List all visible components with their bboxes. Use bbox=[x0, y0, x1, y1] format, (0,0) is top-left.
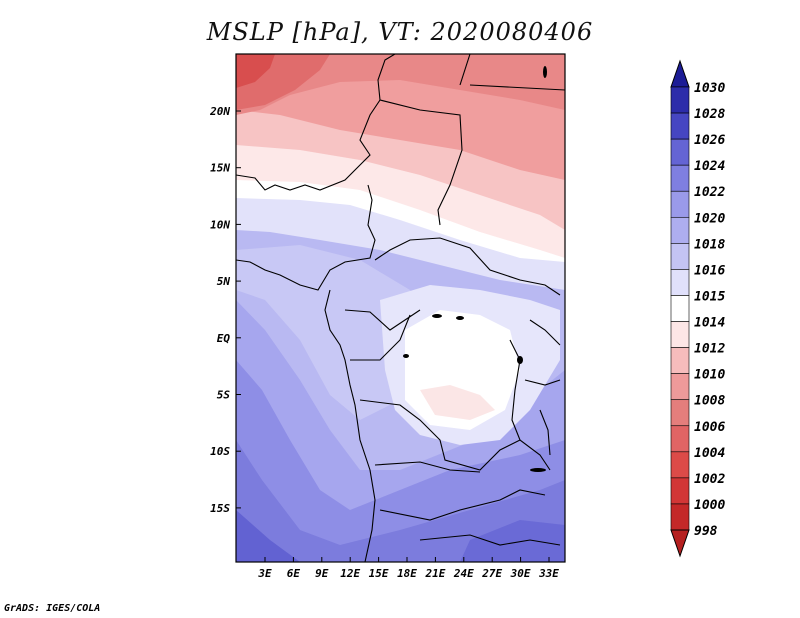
colorbar-level-label: 1024 bbox=[694, 159, 725, 174]
colorbar-swatch bbox=[670, 477, 690, 505]
lat-tick-label: 15S bbox=[210, 502, 230, 515]
pressure-band-1024 bbox=[236, 440, 565, 562]
lon-tick-label: 24E bbox=[453, 567, 474, 580]
colorbar-swatch bbox=[670, 347, 690, 374]
lakes bbox=[403, 66, 547, 472]
lon-tick-label: 30E bbox=[510, 567, 531, 580]
lon-tick-label: 15E bbox=[369, 567, 389, 580]
lon-tick-label: 33E bbox=[538, 567, 559, 580]
colorbar-swatch bbox=[670, 503, 690, 531]
lat-tick-label: 10S bbox=[210, 445, 230, 458]
latitude-axis: 20N 15N 10N 5N EQ 5S 10S 15S bbox=[209, 105, 241, 515]
map-plot-area bbox=[236, 54, 565, 562]
colorbar-level-label: 1000 bbox=[694, 498, 725, 513]
colorbar-swatch bbox=[670, 399, 690, 427]
pressure-band-1026-east bbox=[460, 520, 565, 562]
colorbar-level-label: 1008 bbox=[694, 394, 725, 409]
longitude-axis: 3E 6E 9E 12E 15E 18E 21E 24E 27E 30E 33E bbox=[257, 557, 559, 580]
lon-tick-label: 9E bbox=[315, 567, 329, 580]
colorbar-level-label: 998 bbox=[694, 524, 718, 539]
colorbar-level-label: 1022 bbox=[694, 185, 725, 200]
lon-tick-label: 18E bbox=[397, 567, 417, 580]
colorbar-level-label: 1015 bbox=[694, 289, 725, 304]
colorbar-level-label: 1030 bbox=[694, 81, 725, 96]
colorbar-level-label: 1006 bbox=[694, 420, 725, 435]
lon-tick-label: 6E bbox=[287, 567, 301, 580]
colorbar-swatch bbox=[670, 321, 690, 348]
colorbar-swatch bbox=[670, 425, 690, 453]
lat-tick-label: 5N bbox=[217, 275, 231, 288]
colorbar: 998 1000 1002 1004 1006 1008 1010 1012 1014 1015 1… bbox=[670, 59, 725, 558]
colorbar-level-label: 1004 bbox=[694, 446, 725, 461]
map-frame bbox=[235, 53, 566, 563]
colorbar-level-label: 1016 bbox=[694, 263, 725, 278]
map-title: MSLP [hPa], VT: 2020080406 bbox=[206, 18, 594, 46]
colorbar-swatch bbox=[670, 190, 690, 218]
colorbar-swatch bbox=[670, 216, 690, 244]
pressure-band-1004 bbox=[236, 54, 275, 88]
colorbar-level-label: 1012 bbox=[694, 342, 725, 357]
colorbar-swatch bbox=[670, 112, 690, 140]
colorbar-swatch bbox=[670, 86, 690, 114]
colorbar-level-label: 1014 bbox=[694, 316, 725, 331]
colorbar-arrow-bottom bbox=[670, 529, 690, 558]
country-borders bbox=[236, 54, 565, 562]
colorbar-arrow-top bbox=[670, 59, 690, 88]
colorbar-level-label: 1002 bbox=[694, 472, 725, 487]
colorbar-level-label: 1026 bbox=[694, 133, 725, 148]
pressure-band-1016-north bbox=[236, 190, 565, 290]
colorbar-level-label: 1010 bbox=[694, 368, 725, 383]
colorbar-swatch bbox=[670, 269, 690, 296]
colorbar-swatch bbox=[670, 243, 690, 270]
lon-tick-label: 21E bbox=[424, 567, 445, 580]
lat-tick-label: 10N bbox=[210, 218, 230, 231]
colorbar-level-label: 1020 bbox=[694, 211, 725, 226]
colorbar-swatch bbox=[670, 164, 690, 192]
colorbar-level-label: 1028 bbox=[694, 107, 725, 122]
lon-tick-label: 12E bbox=[340, 567, 360, 580]
colorbar-swatch bbox=[670, 451, 690, 479]
lon-tick-label: 3E bbox=[257, 567, 272, 580]
pressure-band-1026 bbox=[236, 510, 300, 562]
lon-tick-label: 27E bbox=[481, 567, 502, 580]
lat-tick-label: 15N bbox=[210, 162, 230, 175]
pressure-band-1015-north bbox=[236, 178, 565, 262]
colorbar-swatch bbox=[670, 373, 690, 401]
footer-credit: GrADS: IGES/COLA bbox=[4, 603, 101, 614]
colorbar-level-label: 1018 bbox=[694, 237, 725, 252]
colorbar-swatch bbox=[670, 138, 690, 166]
lat-tick-label: 5S bbox=[217, 389, 231, 402]
colorbar-swatch bbox=[670, 295, 690, 322]
lat-tick-label: 20N bbox=[209, 105, 230, 118]
lat-tick-label: EQ bbox=[217, 332, 231, 345]
pressure-band-1014 bbox=[420, 385, 495, 420]
